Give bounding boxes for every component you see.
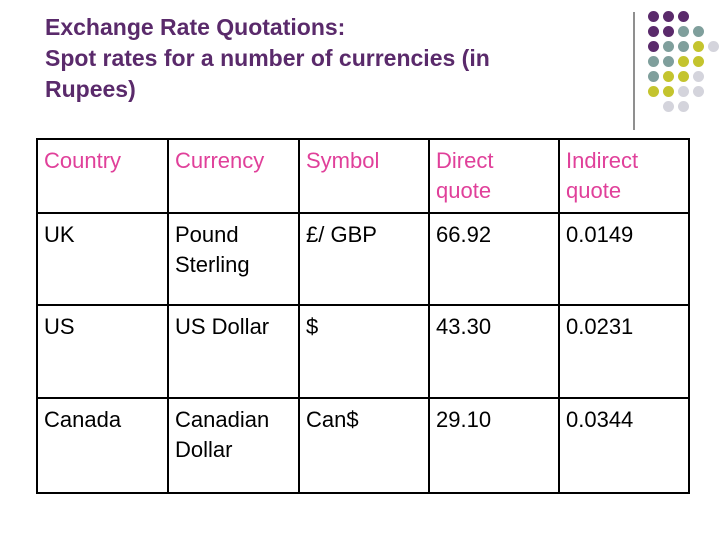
- table-header-row: Country Currency Symbol Direct quote Ind…: [36, 138, 690, 214]
- dot-purple-icon: [648, 41, 659, 52]
- cell-indirect-quote: 0.0149: [558, 212, 690, 306]
- dot-teal-icon: [663, 41, 674, 52]
- decorative-divider: [633, 12, 635, 130]
- dot-olive-icon: [678, 71, 689, 82]
- cell-country: US: [36, 304, 169, 399]
- dot-grey-icon: [678, 101, 689, 112]
- decorative-dot-grid: [645, 10, 725, 120]
- cell-currency: Canadian Dollar: [167, 397, 300, 494]
- dot-grey-icon: [693, 71, 704, 82]
- exchange-rate-table: Country Currency Symbol Direct quote Ind…: [36, 138, 690, 494]
- dot-olive-icon: [648, 86, 659, 97]
- dot-grey-icon: [693, 86, 704, 97]
- cell-country: Canada: [36, 397, 169, 494]
- dot-purple-icon: [648, 11, 659, 22]
- dot-purple-icon: [648, 26, 659, 37]
- title-line-1: Exchange Rate Quotations:: [45, 14, 346, 40]
- dot-olive-icon: [663, 71, 674, 82]
- table-row: US US Dollar $ 43.30 0.0231: [36, 304, 690, 399]
- title-line-3: Rupees): [45, 76, 136, 102]
- cell-direct-quote: 43.30: [428, 304, 560, 399]
- dot-teal-icon: [678, 41, 689, 52]
- dot-olive-icon: [663, 86, 674, 97]
- dot-teal-icon: [678, 26, 689, 37]
- header-indirect-quote: Indirect quote: [558, 138, 690, 214]
- dot-grey-icon: [708, 41, 719, 52]
- cell-indirect-quote: 0.0231: [558, 304, 690, 399]
- dot-purple-icon: [678, 11, 689, 22]
- cell-symbol: $: [298, 304, 430, 399]
- dot-purple-icon: [663, 26, 674, 37]
- dot-teal-icon: [693, 26, 704, 37]
- dot-teal-icon: [663, 56, 674, 67]
- title-line-2: Spot rates for a number of currencies (i…: [45, 45, 490, 71]
- dot-olive-icon: [693, 56, 704, 67]
- header-symbol: Symbol: [298, 138, 430, 214]
- cell-currency: Pound Sterling: [167, 212, 300, 306]
- cell-country: UK: [36, 212, 169, 306]
- cell-indirect-quote: 0.0344: [558, 397, 690, 494]
- dot-olive-icon: [678, 56, 689, 67]
- table-row: UK Pound Sterling £/ GBP 66.92 0.0149: [36, 212, 690, 306]
- table-row: Canada Canadian Dollar Can$ 29.10 0.0344: [36, 397, 690, 494]
- dot-purple-icon: [663, 11, 674, 22]
- dot-grey-icon: [663, 101, 674, 112]
- dot-olive-icon: [693, 41, 704, 52]
- dot-teal-icon: [648, 71, 659, 82]
- header-country: Country: [36, 138, 169, 214]
- dot-grey-icon: [678, 86, 689, 97]
- cell-direct-quote: 29.10: [428, 397, 560, 494]
- dot-teal-icon: [648, 56, 659, 67]
- cell-symbol: Can$: [298, 397, 430, 494]
- page-title: Exchange Rate Quotations: Spot rates for…: [45, 12, 625, 105]
- header-direct-quote: Direct quote: [428, 138, 560, 214]
- cell-currency: US Dollar: [167, 304, 300, 399]
- cell-direct-quote: 66.92: [428, 212, 560, 306]
- cell-symbol: £/ GBP: [298, 212, 430, 306]
- header-currency: Currency: [167, 138, 300, 214]
